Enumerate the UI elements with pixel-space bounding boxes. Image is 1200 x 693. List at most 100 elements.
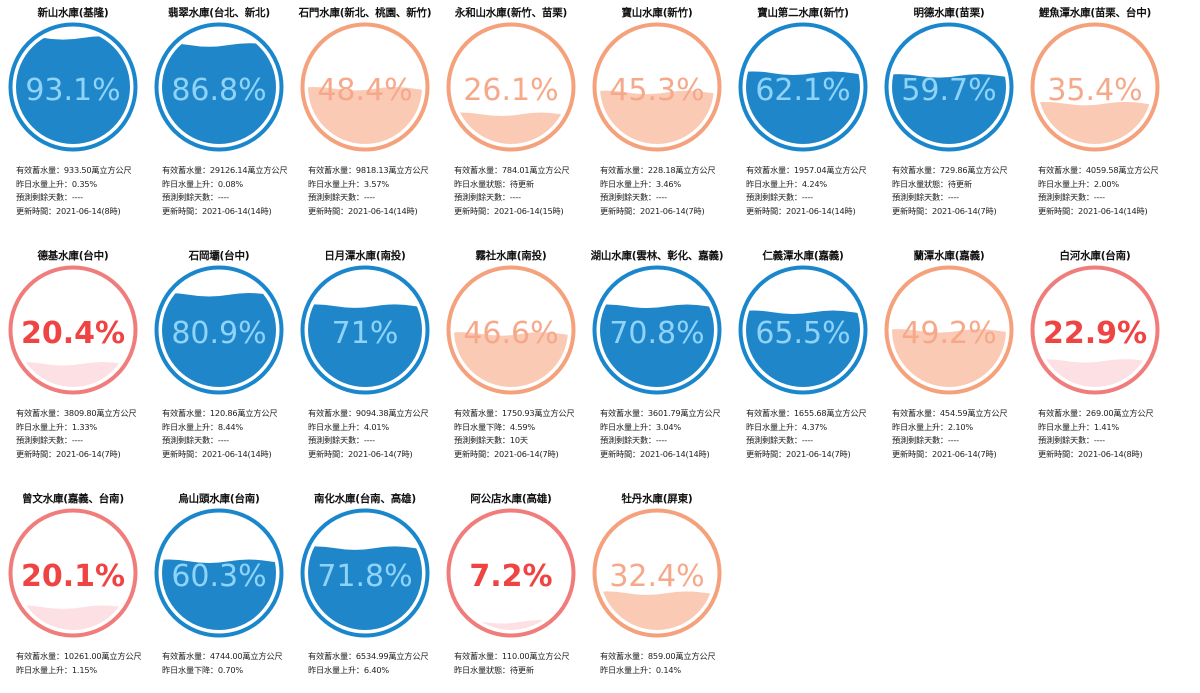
stat-line: 昨日水量上升：1.15% [16,664,97,675]
reservoir-card[interactable]: 牡丹水庫(屏東) 32.4% 有效蓄水量：859.00萬立方公尺 昨日水量上升：0.1… [584,486,730,693]
reservoir-card[interactable]: 蘭潭水庫(嘉義) 49.2% 有效蓄水量：454.59萬立方公尺 昨日水量上升：2.1… [876,243,1022,477]
reservoir-stats: 有效蓄水量：4059.58萬立方公尺 昨日水量上升：2.00% 預測剩餘天數：---… [1038,164,1178,218]
stat-line: 昨日水量狀態：待更新 [454,178,534,189]
reservoir-card[interactable]: 翡翠水庫(台北、新北) 86.8% 有效蓄水量：29126.14萬立方公尺 昨日水量上… [146,0,292,234]
gauge-svg: 32.4% [592,508,722,638]
percent-label: 32.4% [609,559,704,594]
reservoir-card[interactable]: 湖山水庫(雲林、彰化、嘉義) 70.8% 有效蓄水量：3601.79萬立方公尺 昨日水… [584,243,730,477]
reservoir-stats: 有效蓄水量：1750.93萬立方公尺 昨日水量下降：4.59% 預測剩餘天數：10天… [454,407,594,461]
percent-label: 62.1% [755,73,850,108]
gauge-svg: 49.2% [884,265,1014,395]
stat-line: 更新時間：2021-06-14(15時) [454,205,564,216]
reservoir-stats: 有效蓄水量：454.59萬立方公尺 昨日水量上升：2.10% 預測剩餘天數：----… [892,407,1032,461]
reservoir-card[interactable]: 白河水庫(台南) 22.9% 有效蓄水量：269.00萬立方公尺 昨日水量上升：1.4… [1022,243,1168,477]
stat-line: 昨日水量上升：1.41% [1038,421,1119,432]
reservoir-card[interactable]: 霧社水庫(南投) 46.6% 有效蓄水量：1750.93萬立方公尺 昨日水量下降：4.… [438,243,584,477]
stat-line: 預測剩餘天數：---- [1038,435,1105,446]
water-level-gauge: 35.4% [1030,22,1160,152]
stat-line: 預測剩餘天數：---- [600,192,667,203]
water-level-gauge: 26.1% [446,22,576,152]
stat-line: 昨日水量上升：4.24% [746,178,827,189]
reservoir-name: 阿公店水庫(高雄) [470,493,552,505]
stat-line: 預測剩餘天數：---- [892,192,959,203]
stat-line: 昨日水量上升：0.14% [600,664,681,675]
reservoir-name: 鯉魚潭水庫(苗栗、台中) [1038,7,1152,19]
reservoir-card[interactable]: 寶山水庫(新竹) 45.3% 有效蓄水量：228.18萬立方公尺 昨日水量上升：3.4… [584,0,730,234]
reservoir-stats: 有效蓄水量：1655.68萬立方公尺 昨日水量上升：4.37% 預測剩餘天數：---… [746,407,886,461]
water-level-gauge: 71% [300,265,430,395]
reservoir-card[interactable]: 寶山第二水庫(新竹) 62.1% 有效蓄水量：1957.04萬立方公尺 昨日水量上升：… [730,0,876,234]
stat-line: 昨日水量上升：0.35% [16,178,97,189]
reservoir-card[interactable]: 永和山水庫(新竹、苗栗) 26.1% 有效蓄水量：784.01萬立方公尺 昨日水量狀態… [438,0,584,234]
percent-label: 60.3% [171,559,266,594]
reservoir-stats: 有效蓄水量：933.50萬立方公尺 昨日水量上升：0.35% 預測剩餘天數：----… [16,164,156,218]
reservoir-name: 新山水庫(基隆) [37,7,109,19]
reservoir-stats: 有效蓄水量：269.00萬立方公尺 昨日水量上升：1.41% 預測剩餘天數：----… [1038,407,1178,461]
reservoir-card[interactable]: 明德水庫(苗栗) 59.7% 有效蓄水量：729.86萬立方公尺 昨日水量狀態：待更新… [876,0,1022,234]
stat-line: 更新時間：2021-06-14(14時) [308,205,418,216]
reservoir-card[interactable]: 新山水庫(基隆) 93.1% 有效蓄水量：933.50萬立方公尺 昨日水量上升：0.3… [0,0,146,234]
stat-line: 昨日水量上升：3.46% [600,178,681,189]
reservoir-card[interactable]: 阿公店水庫(高雄) 7.2% 有效蓄水量：110.00萬立方公尺 昨日水量狀態：待更新 [438,486,584,693]
water-level-gauge: 49.2% [884,265,1014,395]
stat-line: 昨日水量上升：2.00% [1038,178,1119,189]
gauge-svg: 22.9% [1030,265,1160,395]
stat-line: 更新時間：2021-06-14(14時) [1038,205,1148,216]
stat-line: 預測剩餘天數：---- [454,192,521,203]
reservoir-card[interactable]: 南化水庫(台南、高雄) 71.8% 有效蓄水量：6534.99萬立方公尺 昨日水量上升… [292,486,438,693]
gauge-ring [8,265,138,395]
stat-line: 有效蓄水量：269.00萬立方公尺 [1038,408,1154,418]
stat-line: 昨日水量狀態：待更新 [892,178,972,189]
stat-line: 更新時間：2021-06-14(7時) [308,448,413,459]
gauge-svg: 71% [300,265,430,395]
reservoir-name: 日月潭水庫(南投) [324,250,406,262]
stat-line: 昨日水量上升：1.33% [16,421,97,432]
reservoir-name: 德基水庫(台中) [37,250,109,262]
percent-label: 65.5% [755,316,850,351]
reservoir-card[interactable]: 仁義潭水庫(嘉義) 65.5% 有效蓄水量：1655.68萬立方公尺 昨日水量上升：4… [730,243,876,477]
stat-line: 昨日水量上升：6.40% [308,664,389,675]
gauge-svg: 7.2% [446,508,576,638]
stat-line: 有效蓄水量：933.50萬立方公尺 [16,165,132,175]
stat-line: 有效蓄水量：784.01萬立方公尺 [454,165,570,175]
stat-line: 預測剩餘天數：---- [746,192,813,203]
gauge-ring [446,508,576,638]
gauge-svg: 20.1% [8,508,138,638]
reservoir-card[interactable]: 石岡壩(台中) 80.9% 有效蓄水量：120.86萬立方公尺 昨日水量上升：8.44… [146,243,292,477]
reservoir-name: 霧社水庫(南投) [475,250,547,262]
reservoir-stats: 有效蓄水量：6534.99萬立方公尺 昨日水量上升：6.40% [308,650,448,677]
percent-label: 59.7% [901,73,996,108]
percent-label: 45.3% [609,73,704,108]
water-level-gauge: 7.2% [446,508,576,638]
gauge-svg: 62.1% [738,22,868,152]
gauge-svg: 71.8% [300,508,430,638]
reservoir-card[interactable]: 日月潭水庫(南投) 71% 有效蓄水量：9094.38萬立方公尺 昨日水量上升：4.0… [292,243,438,477]
reservoir-card[interactable]: 烏山頭水庫(台南) 60.3% 有效蓄水量：4744.00萬立方公尺 昨日水量下降：0… [146,486,292,693]
stat-line: 預測剩餘天數：10天 [454,435,528,446]
reservoir-stats: 有效蓄水量：3809.80萬立方公尺 昨日水量上升：1.33% 預測剩餘天數：---… [16,407,156,461]
stat-line: 有效蓄水量：4059.58萬立方公尺 [1038,165,1159,175]
reservoir-card[interactable]: 曾文水庫(嘉義、台南) 20.1% 有效蓄水量：10261.00萬立方公尺 昨日水量上… [0,486,146,693]
reservoir-card[interactable]: 德基水庫(台中) 20.4% 有效蓄水量：3809.80萬立方公尺 昨日水量上升：1.… [0,243,146,477]
stat-line: 更新時間：2021-06-14(8時) [1038,448,1143,459]
stat-line: 預測剩餘天數：---- [16,192,83,203]
gauge-svg: 45.3% [592,22,722,152]
stat-line: 預測剩餘天數：---- [1038,192,1105,203]
stat-line: 更新時間：2021-06-14(14時) [162,205,272,216]
water-level-gauge: 45.3% [592,22,722,152]
reservoir-stats: 有效蓄水量：10261.00萬立方公尺 昨日水量上升：1.15% [16,650,156,677]
percent-label: 93.1% [25,73,120,108]
stat-line: 有效蓄水量：120.86萬立方公尺 [162,408,278,418]
stat-line: 預測剩餘天數：---- [600,435,667,446]
stat-line: 有效蓄水量：859.00萬立方公尺 [600,651,716,661]
stat-line: 有效蓄水量：3809.80萬立方公尺 [16,408,137,418]
stat-line: 有效蓄水量：110.00萬立方公尺 [454,651,570,661]
reservoir-name: 寶山第二水庫(新竹) [757,7,849,19]
reservoir-card[interactable]: 鯉魚潭水庫(苗栗、台中) 35.4% 有效蓄水量：4059.58萬立方公尺 昨日水量上… [1022,0,1168,234]
reservoir-name: 永和山水庫(新竹、苗栗) [454,7,568,19]
stat-line: 預測剩餘天數：---- [308,192,375,203]
stat-line: 昨日水量上升：0.08% [162,178,243,189]
reservoir-name: 石門水庫(新北、桃園、新竹) [298,7,432,19]
reservoir-card[interactable]: 石門水庫(新北、桃園、新竹) 48.4% 有效蓄水量：9818.13萬立方公尺 昨日水… [292,0,438,234]
gauge-svg: 26.1% [446,22,576,152]
